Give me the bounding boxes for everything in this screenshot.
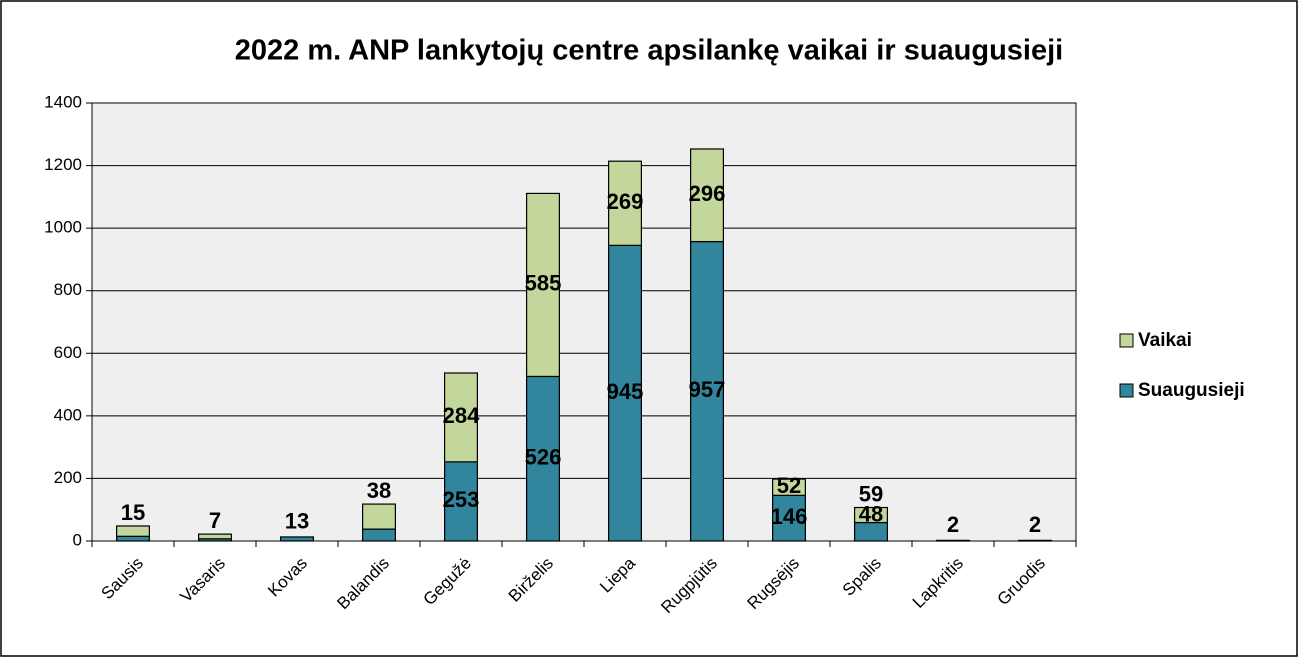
bar-segment [771, 494, 806, 542]
data-label: 146 [771, 504, 808, 529]
data-label: 269 [607, 189, 644, 214]
y-tick-label: 1000 [44, 218, 82, 237]
bar-segment [280, 536, 315, 542]
data-label: 296 [689, 181, 726, 206]
data-label: 2 [947, 512, 959, 537]
bar-segment [115, 525, 150, 537]
data-label: 284 [443, 403, 480, 428]
bar-segment [771, 478, 806, 496]
data-label: 48 [859, 501, 883, 526]
bar-segment [525, 375, 560, 542]
data-label: 59 [859, 481, 883, 506]
data-label: 15 [121, 500, 145, 525]
bar-segment [525, 192, 560, 378]
y-tick-label: 1400 [44, 92, 82, 111]
y-tick-label: 600 [54, 343, 82, 362]
legend-swatch [1119, 383, 1134, 398]
y-tick-label: 1200 [44, 155, 82, 174]
bar-segment [689, 148, 724, 243]
bar-segment [198, 533, 233, 540]
plot-area [91, 102, 1077, 542]
bar-segment [444, 372, 479, 463]
data-label: 38 [367, 478, 391, 503]
data-label: 957 [689, 377, 726, 402]
bar-segment [853, 506, 888, 524]
bar-segment [607, 160, 642, 246]
y-tick-label: 0 [73, 530, 82, 549]
bar-segment [362, 503, 397, 530]
bar-segment [1017, 539, 1052, 542]
data-label: 585 [525, 271, 562, 296]
bar-segment [607, 244, 642, 542]
data-label: 52 [777, 473, 801, 498]
y-tick-label: 200 [54, 468, 82, 487]
data-label: 13 [285, 509, 309, 534]
legend-swatch [1119, 333, 1134, 348]
bar-segment [115, 535, 150, 542]
legend-label: Vaikai [1138, 330, 1192, 351]
bar-segment [362, 528, 397, 542]
y-tick-label: 400 [54, 405, 82, 424]
bar-segment [689, 240, 724, 542]
y-tick-label: 800 [54, 280, 82, 299]
data-label: 2 [1029, 512, 1041, 537]
data-label: 7 [209, 508, 221, 533]
data-label: 253 [443, 487, 480, 512]
data-label: 945 [607, 379, 644, 404]
chart-title: 2022 m. ANP lankytojų centre apsilankę v… [235, 35, 1063, 67]
data-label: 526 [525, 445, 562, 470]
legend-label: Suaugusieji [1138, 380, 1245, 401]
bar-segment [444, 461, 479, 542]
bar-segment [935, 539, 970, 542]
